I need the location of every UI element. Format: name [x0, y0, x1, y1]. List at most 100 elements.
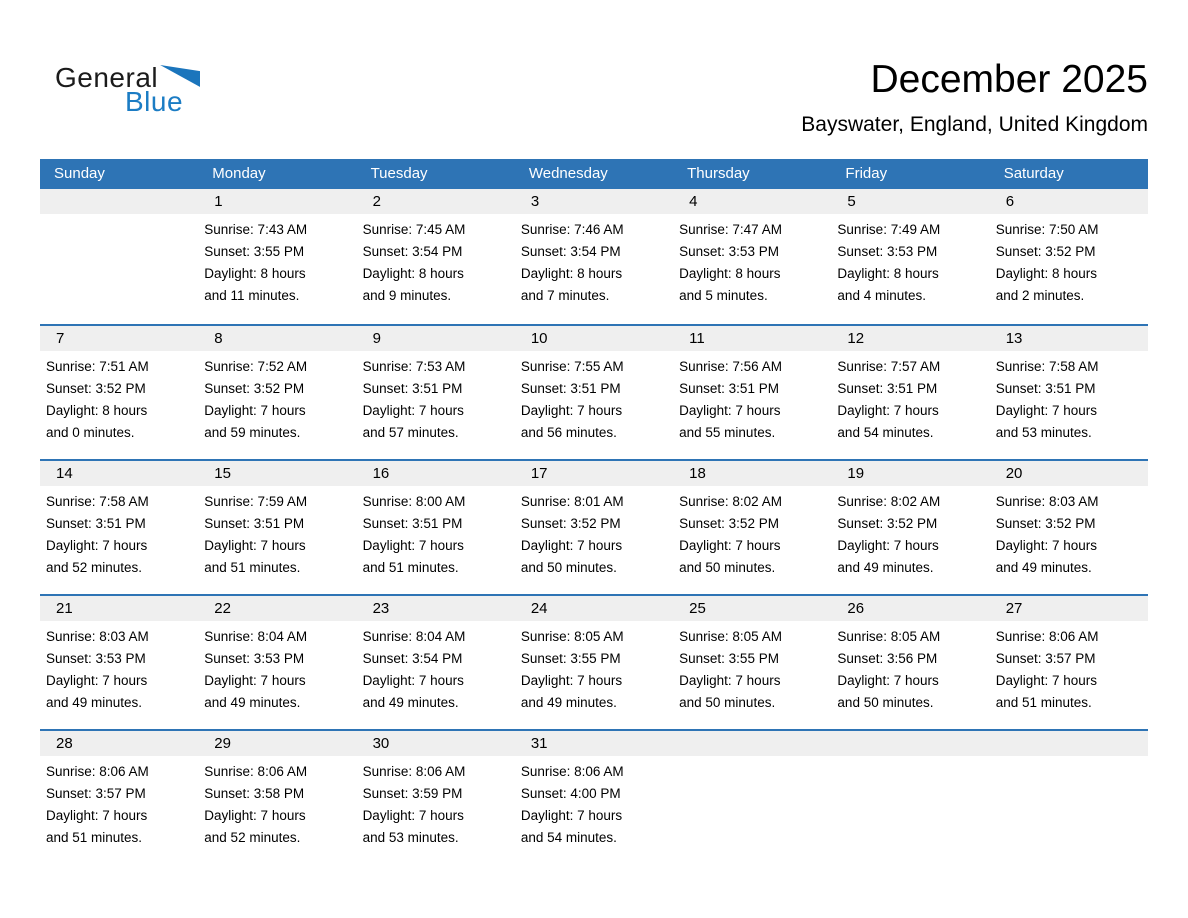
- daylight-line2: and 50 minutes.: [520, 560, 617, 575]
- logo-triangle-icon: [160, 65, 201, 87]
- day-cell-26: 26 Sunrise: 8:05 AM Sunset: 3:56 PM Dayligh…: [831, 596, 990, 729]
- sunset-text: Sunset: 3:52 PM: [837, 516, 938, 531]
- day-number: 1: [198, 189, 357, 214]
- day-number: 9: [356, 326, 515, 351]
- day-number: 22: [198, 596, 357, 621]
- day-number: 8: [198, 326, 357, 351]
- daylight-line1: Daylight: 7 hours: [995, 538, 1098, 553]
- daylight-line2: and 53 minutes.: [995, 425, 1092, 440]
- day-number: 14: [40, 461, 199, 486]
- day-number: 29: [198, 731, 357, 756]
- daylight-line1: Daylight: 7 hours: [995, 673, 1098, 688]
- sunset-text: Sunset: 3:53 PM: [679, 244, 779, 259]
- sunrise-text: Sunrise: 8:05 AM: [520, 629, 624, 644]
- calendar-table: Sunday Monday Tuesday Wednesday Thursday Frid…: [40, 159, 1148, 864]
- day-number: [673, 731, 832, 756]
- day-cell-31: 31 Sunrise: 8:06 AM Sunset: 4:00 PM Dayligh…: [514, 731, 674, 864]
- day-cell-10: 10 Sunrise: 7:55 AM Sunset: 3:51 PM Dayligh…: [514, 326, 674, 459]
- sunset-text: Sunset: 3:52 PM: [679, 516, 779, 531]
- daylight-line2: and 4 minutes.: [837, 288, 926, 303]
- sunset-text: Sunset: 3:51 PM: [46, 516, 146, 531]
- week-row-3: 14 Sunrise: 7:58 AM Sunset: 3:51 PM Dayligh…: [40, 459, 1148, 594]
- day-cell-5: 5 Sunrise: 7:49 AM Sunset: 3:53 PM Daylight…: [831, 189, 990, 324]
- sunrise-text: Sunrise: 8:02 AM: [837, 494, 941, 509]
- sunrise-text: Sunrise: 7:53 AM: [362, 359, 466, 374]
- day-cell-15: 15 Sunrise: 7:59 AM Sunset: 3:51 PM Dayligh…: [198, 461, 357, 594]
- day-number: 26: [831, 596, 990, 621]
- daylight-line2: and 54 minutes.: [837, 425, 934, 440]
- sunrise-text: Sunrise: 8:06 AM: [204, 764, 308, 779]
- daylight-line1: Daylight: 7 hours: [520, 808, 623, 823]
- daylight-line1: Daylight: 7 hours: [520, 673, 623, 688]
- day-details: Sunrise: 7:51 AM Sunset: 3:52 PM Daylight:…: [40, 351, 198, 444]
- week-row-2: 7 Sunrise: 7:51 AM Sunset: 3:52 PM Daylight…: [40, 324, 1148, 459]
- daylight-line1: Daylight: 7 hours: [204, 403, 306, 418]
- day-cell-empty: [673, 731, 832, 864]
- daylight-line2: and 49 minutes.: [995, 560, 1092, 575]
- daylight-line2: and 11 minutes.: [204, 288, 300, 303]
- daylight-line2: and 55 minutes.: [679, 425, 776, 440]
- day-details: Sunrise: 8:03 AM Sunset: 3:53 PM Daylight:…: [40, 621, 198, 714]
- daylight-line2: and 5 minutes.: [679, 288, 768, 303]
- day-number: 24: [514, 596, 674, 621]
- day-cell-29: 29 Sunrise: 8:06 AM Sunset: 3:58 PM Dayligh…: [198, 731, 357, 864]
- sunrise-text: Sunrise: 8:01 AM: [520, 494, 624, 509]
- day-number: 12: [831, 326, 990, 351]
- week-row-4: 21 Sunrise: 8:03 AM Sunset: 3:53 PM Dayligh…: [40, 594, 1148, 729]
- daylight-line2: and 57 minutes.: [362, 425, 459, 440]
- day-details: Sunrise: 8:06 AM Sunset: 3:59 PM Daylight:…: [357, 756, 515, 849]
- day-number: 27: [989, 596, 1148, 621]
- sunset-text: Sunset: 3:52 PM: [204, 381, 305, 396]
- day-details: Sunrise: 7:52 AM Sunset: 3:52 PM Daylight:…: [198, 351, 356, 444]
- weeks-container: 1 Sunrise: 7:43 AM Sunset: 3:55 PM Daylight…: [40, 189, 1148, 864]
- daylight-line1: Daylight: 7 hours: [46, 538, 148, 553]
- sunrise-text: Sunrise: 8:06 AM: [995, 629, 1099, 644]
- day-number: 7: [40, 326, 199, 351]
- daylight-line1: Daylight: 7 hours: [204, 673, 306, 688]
- day-details: Sunrise: 8:05 AM Sunset: 3:55 PM Daylight:…: [673, 621, 831, 714]
- day-number: 16: [356, 461, 515, 486]
- day-cell-30: 30 Sunrise: 8:06 AM Sunset: 3:59 PM Dayligh…: [356, 731, 515, 864]
- logo-text-blue: Blue: [125, 86, 184, 117]
- sunrise-text: Sunrise: 8:06 AM: [362, 764, 466, 779]
- week-row-1: 1 Sunrise: 7:43 AM Sunset: 3:55 PM Daylight…: [40, 189, 1148, 324]
- day-number: 3: [514, 189, 674, 214]
- day-number: 25: [673, 596, 832, 621]
- day-details: Sunrise: 8:06 AM Sunset: 3:57 PM Daylight:…: [990, 621, 1148, 714]
- sunset-text: Sunset: 3:51 PM: [204, 516, 305, 531]
- day-number: 30: [356, 731, 515, 756]
- daylight-line2: and 49 minutes.: [837, 560, 934, 575]
- sunrise-text: Sunrise: 7:46 AM: [520, 222, 624, 237]
- daylight-line1: Daylight: 8 hours: [362, 266, 464, 281]
- sunset-text: Sunset: 3:51 PM: [995, 381, 1096, 396]
- daylight-line2: and 50 minutes.: [679, 695, 776, 710]
- logo-text-general: General: [55, 62, 159, 93]
- day-details: Sunrise: 8:05 AM Sunset: 3:56 PM Daylight:…: [831, 621, 989, 714]
- sunrise-text: Sunrise: 7:58 AM: [46, 494, 149, 509]
- daylight-line1: Daylight: 7 hours: [362, 808, 464, 823]
- sunrise-text: Sunrise: 8:04 AM: [204, 629, 308, 644]
- sunrise-text: Sunrise: 8:05 AM: [837, 629, 941, 644]
- week-row-5: 28 Sunrise: 8:06 AM Sunset: 3:57 PM Dayligh…: [40, 729, 1148, 864]
- day-number: 15: [198, 461, 357, 486]
- day-number: 13: [989, 326, 1148, 351]
- day-cell-12: 12 Sunrise: 7:57 AM Sunset: 3:51 PM Dayligh…: [831, 326, 990, 459]
- sunset-text: Sunset: 3:55 PM: [204, 244, 305, 259]
- daylight-line1: Daylight: 7 hours: [204, 808, 306, 823]
- day-cell-20: 20 Sunrise: 8:03 AM Sunset: 3:52 PM Dayligh…: [989, 461, 1148, 594]
- day-number: [989, 731, 1148, 756]
- daylight-line1: Daylight: 7 hours: [46, 673, 148, 688]
- day-cell-27: 27 Sunrise: 8:06 AM Sunset: 3:57 PM Dayligh…: [989, 596, 1148, 729]
- sunrise-text: Sunrise: 7:56 AM: [679, 359, 782, 374]
- sunrise-text: Sunrise: 7:45 AM: [362, 222, 466, 237]
- day-cell-28: 28 Sunrise: 8:06 AM Sunset: 3:57 PM Dayligh…: [40, 731, 199, 864]
- sunset-text: Sunset: 3:54 PM: [520, 244, 621, 259]
- sunset-text: Sunset: 3:54 PM: [362, 244, 463, 259]
- sunrise-text: Sunrise: 7:43 AM: [204, 222, 308, 237]
- daylight-line2: and 59 minutes.: [204, 425, 301, 440]
- general-blue-logo: General Blue: [55, 62, 201, 117]
- sunset-text: Sunset: 3:55 PM: [679, 651, 779, 666]
- daylight-line2: and 52 minutes.: [46, 560, 143, 575]
- daylight-line1: Daylight: 7 hours: [837, 538, 939, 553]
- sunrise-text: Sunrise: 7:49 AM: [837, 222, 941, 237]
